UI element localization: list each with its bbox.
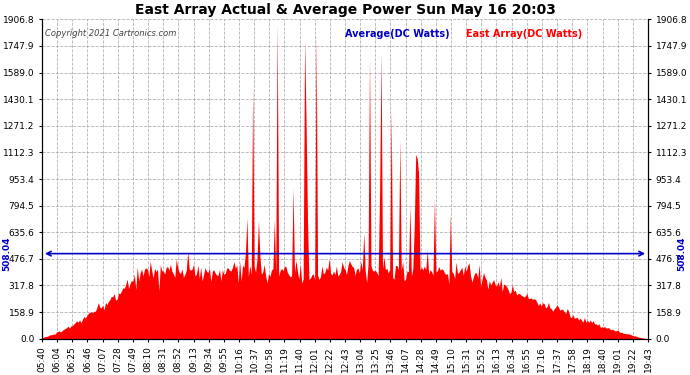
- Text: 508.04: 508.04: [677, 236, 686, 271]
- Title: East Array Actual & Average Power Sun May 16 20:03: East Array Actual & Average Power Sun Ma…: [135, 3, 555, 17]
- Text: Average(DC Watts): Average(DC Watts): [345, 29, 450, 39]
- Text: Copyright 2021 Cartronics.com: Copyright 2021 Cartronics.com: [45, 29, 177, 38]
- Text: 508.04: 508.04: [2, 236, 12, 271]
- Text: East Array(DC Watts): East Array(DC Watts): [466, 29, 582, 39]
